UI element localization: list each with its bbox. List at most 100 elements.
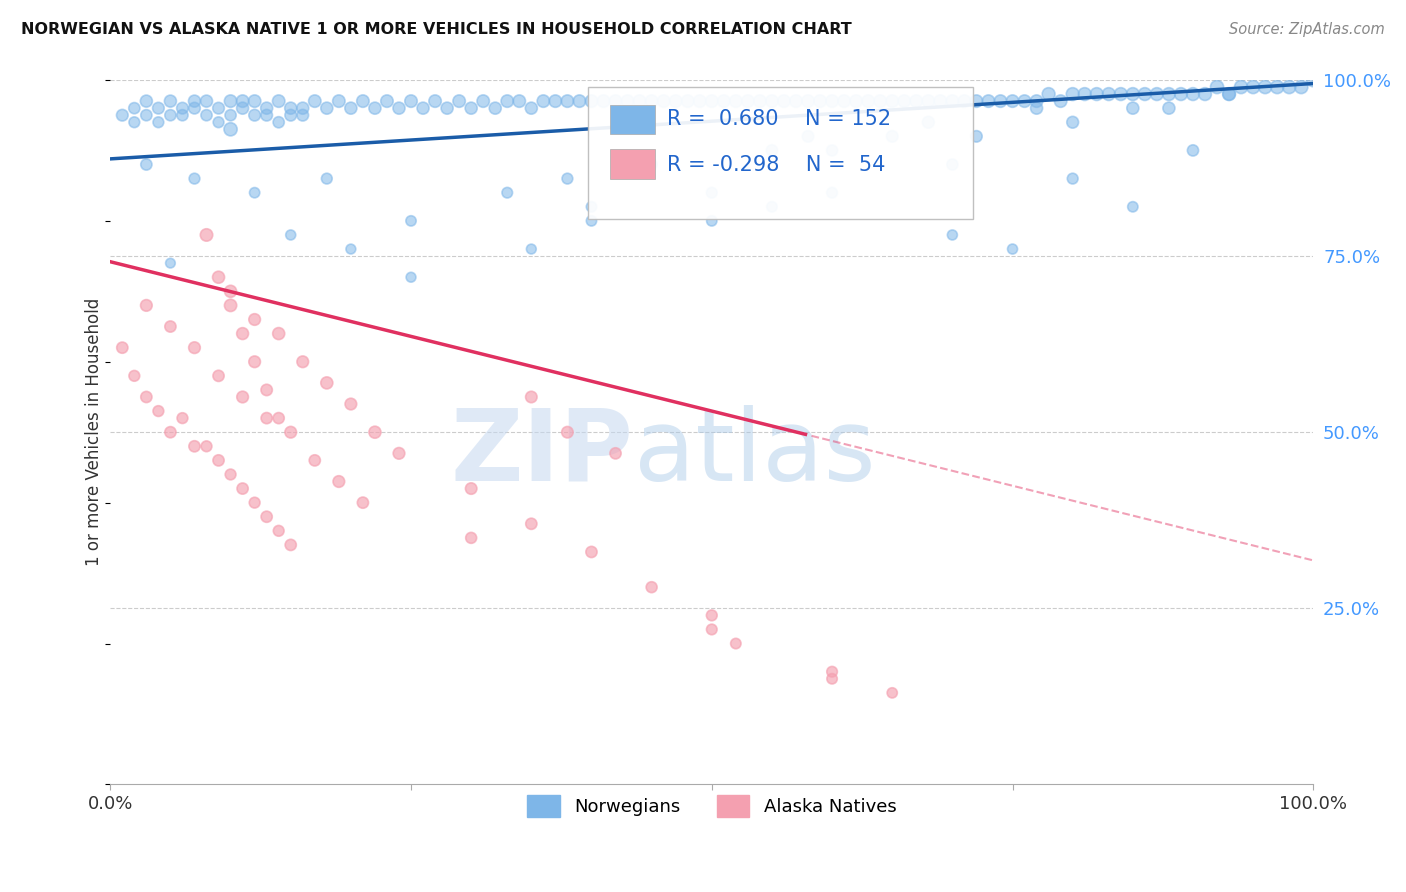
Point bbox=[280, 227, 302, 242]
Point bbox=[364, 101, 387, 115]
Point bbox=[232, 101, 254, 115]
Point bbox=[1265, 80, 1288, 95]
Point bbox=[148, 404, 170, 418]
Point bbox=[1085, 87, 1108, 101]
Point bbox=[1218, 87, 1240, 101]
Point bbox=[581, 94, 603, 108]
Point bbox=[905, 94, 928, 108]
Point bbox=[724, 94, 747, 108]
Point bbox=[676, 94, 699, 108]
Point bbox=[159, 319, 181, 334]
Point bbox=[1122, 200, 1144, 214]
Point bbox=[124, 368, 146, 383]
Point bbox=[700, 186, 723, 200]
Point bbox=[436, 101, 458, 115]
Point bbox=[280, 101, 302, 115]
Point bbox=[256, 411, 278, 425]
Point bbox=[207, 453, 229, 467]
Point bbox=[195, 94, 218, 108]
Point bbox=[159, 108, 181, 122]
Point bbox=[557, 94, 579, 108]
Point bbox=[821, 144, 844, 158]
Point bbox=[111, 341, 134, 355]
Point bbox=[135, 108, 157, 122]
Point bbox=[460, 531, 482, 545]
Point bbox=[785, 94, 807, 108]
Point bbox=[652, 94, 675, 108]
Point bbox=[893, 94, 915, 108]
Point bbox=[700, 94, 723, 108]
Point bbox=[496, 94, 519, 108]
Text: Source: ZipAtlas.com: Source: ZipAtlas.com bbox=[1229, 22, 1385, 37]
Point bbox=[1254, 80, 1277, 95]
Point bbox=[219, 122, 242, 136]
Point bbox=[821, 672, 844, 686]
Y-axis label: 1 or more Vehicles in Household: 1 or more Vehicles in Household bbox=[86, 298, 103, 566]
Point bbox=[340, 397, 363, 411]
Point bbox=[605, 94, 627, 108]
Point bbox=[700, 623, 723, 637]
Point bbox=[172, 108, 194, 122]
Point bbox=[1289, 80, 1312, 95]
Point bbox=[1014, 94, 1036, 108]
Text: R = -0.298    N =  54: R = -0.298 N = 54 bbox=[668, 154, 886, 175]
Point bbox=[399, 270, 422, 285]
Point bbox=[243, 355, 266, 369]
Point bbox=[832, 94, 855, 108]
Point bbox=[267, 524, 290, 538]
Point bbox=[724, 636, 747, 650]
Bar bbox=[610, 149, 655, 178]
Point bbox=[183, 341, 205, 355]
Point bbox=[315, 376, 337, 390]
Point bbox=[581, 214, 603, 228]
Point bbox=[531, 94, 554, 108]
Point bbox=[219, 94, 242, 108]
Point bbox=[1206, 80, 1229, 95]
Point bbox=[148, 101, 170, 115]
Point bbox=[135, 298, 157, 312]
Point bbox=[207, 101, 229, 115]
Point bbox=[1025, 94, 1047, 108]
FancyBboxPatch shape bbox=[588, 87, 973, 219]
Point bbox=[159, 94, 181, 108]
Point bbox=[232, 94, 254, 108]
Point bbox=[256, 101, 278, 115]
Point bbox=[232, 390, 254, 404]
Point bbox=[219, 108, 242, 122]
Bar bbox=[610, 104, 655, 134]
Point bbox=[965, 94, 987, 108]
Point bbox=[520, 516, 543, 531]
Text: NORWEGIAN VS ALASKA NATIVE 1 OR MORE VEHICLES IN HOUSEHOLD CORRELATION CHART: NORWEGIAN VS ALASKA NATIVE 1 OR MORE VEH… bbox=[21, 22, 852, 37]
Point bbox=[929, 94, 952, 108]
Text: ZIP: ZIP bbox=[451, 405, 634, 502]
Text: R =  0.680    N = 152: R = 0.680 N = 152 bbox=[668, 110, 891, 129]
Point bbox=[399, 94, 422, 108]
Point bbox=[172, 411, 194, 425]
Point bbox=[484, 101, 506, 115]
Point bbox=[1218, 87, 1240, 101]
Point bbox=[159, 425, 181, 440]
Point bbox=[990, 94, 1012, 108]
Point bbox=[1001, 94, 1024, 108]
Point bbox=[267, 411, 290, 425]
Point bbox=[1001, 242, 1024, 256]
Point bbox=[135, 157, 157, 171]
Point bbox=[941, 227, 963, 242]
Point bbox=[232, 326, 254, 341]
Point bbox=[761, 200, 783, 214]
Point bbox=[449, 94, 471, 108]
Point bbox=[882, 94, 904, 108]
Point bbox=[581, 200, 603, 214]
Legend: Norwegians, Alaska Natives: Norwegians, Alaska Natives bbox=[520, 789, 904, 825]
Point bbox=[557, 425, 579, 440]
Point bbox=[291, 101, 314, 115]
Point bbox=[388, 446, 411, 460]
Point bbox=[713, 94, 735, 108]
Point bbox=[243, 496, 266, 510]
Point bbox=[183, 171, 205, 186]
Point bbox=[941, 157, 963, 171]
Point bbox=[207, 270, 229, 285]
Point bbox=[375, 94, 398, 108]
Point bbox=[124, 101, 146, 115]
Point bbox=[291, 355, 314, 369]
